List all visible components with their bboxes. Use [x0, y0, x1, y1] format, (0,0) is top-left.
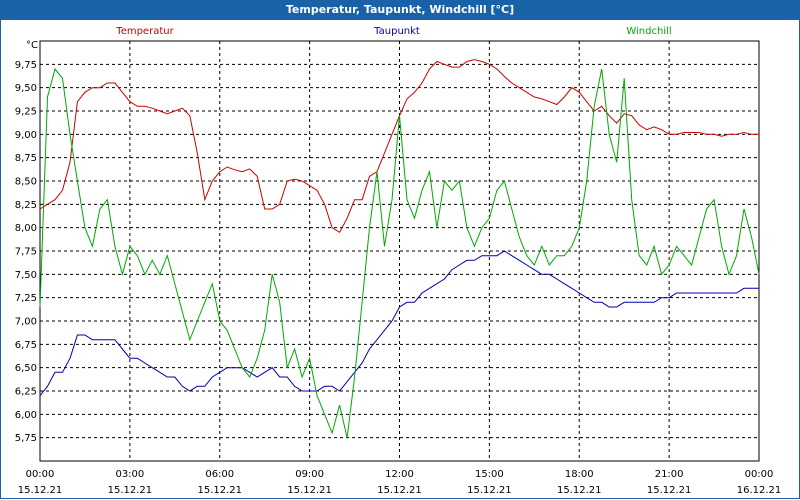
- x-tick-time: 12:00: [385, 469, 414, 480]
- y-tick-label: 9,00: [15, 130, 37, 141]
- y-axis-label: °C: [26, 40, 38, 51]
- series-lines: [39, 59, 760, 438]
- grid-lines: [40, 41, 759, 461]
- y-tick-label: 8,25: [15, 200, 37, 211]
- y-tick-label: 9,25: [15, 107, 37, 118]
- y-tick-label: 6,00: [15, 410, 37, 421]
- y-tick-label: 6,75: [15, 340, 37, 351]
- x-axis: 00:00 15.12.21 03:00 15.12.21 06:00 15.12.21 0…: [18, 469, 782, 496]
- x-tick-date: 16.12.21: [737, 485, 782, 496]
- x-tick-time: 00:00: [745, 469, 774, 480]
- y-tick-label: 6,25: [15, 387, 37, 398]
- y-tick-label: 7,75: [15, 247, 37, 258]
- x-tick-time: 18:00: [565, 469, 594, 480]
- y-tick-label: 6,50: [15, 363, 37, 374]
- x-tick-date: 15.12.21: [108, 485, 153, 496]
- legend-entry-windchill: Windchill: [626, 26, 671, 37]
- x-tick-date: 15.12.21: [197, 485, 242, 496]
- y-tick-label: 8,50: [15, 177, 37, 188]
- y-tick-label: 7,00: [15, 317, 37, 328]
- legend: Temperatur Taupunkt Windchill: [115, 26, 671, 37]
- chart-title: Temperatur, Taupunkt, Windchill [°C]: [0, 0, 800, 20]
- x-tick-time: 21:00: [655, 469, 684, 480]
- y-tick-label: 5,75: [15, 433, 37, 444]
- y-tick-label: 9,75: [15, 60, 37, 71]
- series-line-windchill: [39, 67, 760, 438]
- x-tick-time: 03:00: [115, 469, 144, 480]
- y-tick-label: 7,25: [15, 293, 37, 304]
- y-tick-label: 9,50: [15, 83, 37, 94]
- legend-entry-temperatur: Temperatur: [115, 26, 174, 37]
- x-tick-time: 06:00: [205, 469, 234, 480]
- x-tick-date: 15.12.21: [647, 485, 692, 496]
- x-tick-date: 15.12.21: [467, 485, 512, 496]
- y-tick-label: 8,75: [15, 153, 37, 164]
- x-tick-time: 00:00: [26, 469, 55, 480]
- x-tick-date: 15.12.21: [557, 485, 602, 496]
- x-tick-date: 15.12.21: [18, 485, 63, 496]
- x-tick-time: 09:00: [295, 469, 324, 480]
- y-tick-label: 8,00: [15, 223, 37, 234]
- y-tick-label: 7,50: [15, 270, 37, 281]
- x-tick-date: 15.12.21: [287, 485, 332, 496]
- legend-entry-taupunkt: Taupunkt: [373, 26, 420, 37]
- x-tick-date: 15.12.21: [377, 485, 422, 496]
- series-line-taupunkt: [39, 250, 759, 397]
- y-axis: 5,75 6,00 6,25 6,50 6,75 7,00 7,25 7,50 7,75 8,00…: [15, 60, 37, 444]
- x-tick-time: 15:00: [475, 469, 504, 480]
